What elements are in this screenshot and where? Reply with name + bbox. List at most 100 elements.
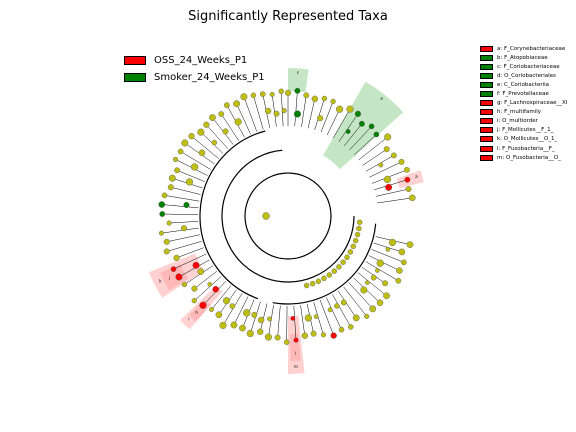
- leaf-node: [250, 92, 257, 99]
- leaf-node: [172, 156, 179, 162]
- taxa-legend-entry: e: C_Coriobacteriia: [480, 80, 567, 89]
- group-legend: OSS_24_Weeks_P1 Smoker_24_Weeks_P1: [124, 52, 265, 86]
- mid-node: [347, 249, 354, 255]
- branch-edge: [184, 265, 214, 285]
- leaf-node: [369, 305, 377, 313]
- inner-node: [340, 299, 347, 306]
- clade-highlights: [148, 68, 424, 374]
- leaf-node: [310, 330, 317, 337]
- taxa-legend-swatch: [480, 63, 493, 70]
- branch-edge: [375, 188, 409, 197]
- branch-edge: [357, 272, 387, 296]
- branch-edge: [271, 94, 277, 127]
- inner-node: [374, 268, 380, 273]
- branch-edge: [377, 197, 413, 204]
- branch-edge: [180, 151, 211, 170]
- leaf-node: [191, 298, 197, 304]
- branch-edge: [326, 109, 340, 136]
- taxa-legend-swatch: [480, 136, 493, 143]
- mid-node: [331, 268, 337, 274]
- leaf-node: [191, 285, 198, 292]
- taxa-legend-entry: i: O_multiorder: [480, 117, 567, 126]
- branch-edge: [314, 98, 325, 131]
- leaf-node: [274, 334, 281, 341]
- branch-edge: [280, 91, 284, 127]
- taxa-legend-swatch: [480, 118, 493, 125]
- leaf-node: [284, 89, 292, 96]
- taxa-legend: a: F_Corynebacteriaceae b: F_Atopobiaceae…: [480, 44, 567, 162]
- leaf-node: [409, 194, 416, 202]
- ring-level-2: [221, 149, 355, 283]
- branch-edge: [166, 234, 201, 243]
- branch-edge: [353, 134, 377, 156]
- branch-edge: [337, 290, 357, 319]
- leaf-node: [168, 174, 176, 182]
- clade-highlight-m: [288, 315, 305, 374]
- leaf-node: [364, 313, 370, 319]
- legend-swatch-green: [124, 73, 146, 82]
- inner-node: [317, 115, 324, 122]
- taxa-legend-label: b: F_Atopobiaceae: [497, 54, 548, 61]
- branch-edge: [369, 161, 402, 178]
- mid-node: [352, 237, 359, 244]
- branch-edge: [173, 253, 207, 270]
- inner-node: [370, 274, 377, 281]
- clade-labels: f e a m l i h k j: [159, 70, 418, 368]
- taxa-legend-entry: k: O_Mollicutes__O_1_: [480, 135, 567, 144]
- taxa-legend-swatch: [480, 81, 493, 88]
- leaf-node: [401, 259, 407, 266]
- leaf-node: [383, 146, 390, 153]
- branch-edge: [236, 103, 251, 135]
- taxa-legend-swatch: [480, 127, 493, 134]
- branch-edge: [162, 213, 199, 215]
- branch-edge: [338, 113, 359, 142]
- branch-edge: [191, 135, 219, 159]
- legend-swatch-red: [124, 56, 146, 65]
- branch-edge: [307, 98, 316, 129]
- inner-node: [180, 225, 188, 232]
- inner-node: [376, 259, 384, 267]
- inner-node: [183, 201, 190, 208]
- leaf-node: [405, 186, 412, 192]
- ring-level-3b: [272, 223, 377, 305]
- branch-edge: [243, 96, 258, 132]
- inner-node: [243, 309, 251, 317]
- leaf-node: [170, 266, 177, 272]
- leaf-node: [246, 329, 254, 338]
- taxa-legend-entry: h: F_multifamily: [480, 108, 567, 117]
- branch-edge: [176, 170, 205, 182]
- leaf-node: [358, 120, 365, 127]
- cladogram-nodes: [158, 87, 416, 345]
- leaf-node: [203, 121, 210, 128]
- leaf-node: [338, 326, 345, 333]
- inner-node: [313, 314, 319, 319]
- taxa-legend-label: d: O_Coriobacteriales: [497, 72, 556, 79]
- branch-edge: [365, 261, 399, 281]
- leaf-node: [209, 307, 214, 312]
- branch-edge: [253, 95, 264, 130]
- branch-edge: [319, 299, 334, 336]
- leaf-node: [406, 241, 414, 248]
- leaf-node: [218, 111, 225, 117]
- branch-edge: [161, 204, 199, 209]
- inner-node: [378, 162, 384, 168]
- branch-edge: [371, 249, 404, 263]
- leaf-node: [177, 148, 184, 155]
- mid-node: [315, 278, 322, 284]
- inner-node: [234, 118, 242, 126]
- taxa-legend-label: c: F_Coriobacteriaceae: [497, 63, 560, 70]
- clade-highlight-a: [396, 170, 424, 189]
- leaf-node: [163, 238, 170, 245]
- leaf-node: [293, 337, 299, 343]
- branch-edge: [300, 305, 306, 336]
- leaf-node: [259, 91, 266, 97]
- figure-title: Significantly Represented Taxa: [188, 9, 388, 24]
- branch-edge: [313, 302, 324, 335]
- clade-label-e: e: [381, 96, 384, 101]
- leaf-node: [163, 248, 170, 255]
- branch-edge: [332, 108, 351, 139]
- inner-node: [190, 163, 199, 171]
- leaf-node: [373, 131, 380, 138]
- leaf-node: [303, 92, 310, 99]
- branch-edge: [202, 281, 227, 306]
